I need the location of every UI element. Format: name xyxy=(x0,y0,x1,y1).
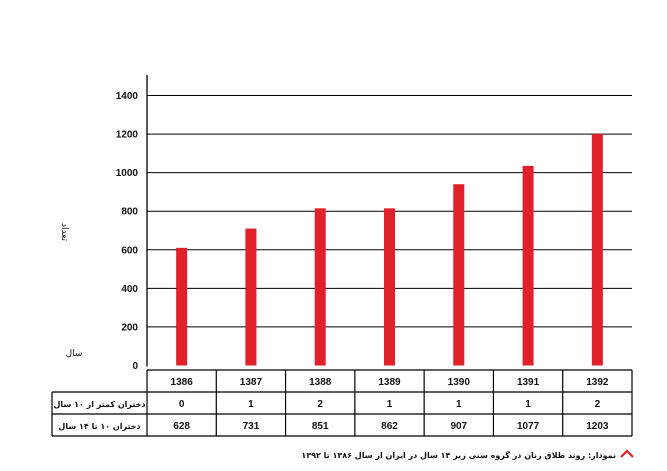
table-cell: 2 xyxy=(317,399,323,410)
bar xyxy=(522,165,534,366)
table-cell: 1077 xyxy=(517,421,540,432)
table-cell: 1 xyxy=(525,399,531,410)
bar xyxy=(453,184,465,366)
x-tick-label: 1392 xyxy=(586,377,609,388)
table-cell: 907 xyxy=(450,421,467,432)
y-tick-label: 1200 xyxy=(116,130,139,141)
bar xyxy=(245,228,257,366)
y-axis-label: تعداد xyxy=(59,223,69,242)
y-tick-label: 0 xyxy=(132,361,138,372)
bar xyxy=(314,208,326,366)
x-tick-label: 1386 xyxy=(171,377,194,388)
y-tick-label: 800 xyxy=(121,207,138,218)
bar xyxy=(176,247,188,366)
caption-marker-icon xyxy=(620,449,634,458)
x-tick-label: 1387 xyxy=(240,377,263,388)
x-tick-label: 1389 xyxy=(378,377,401,388)
table-cell: 862 xyxy=(381,421,398,432)
bar xyxy=(384,208,395,366)
y-tick-label: 600 xyxy=(121,245,138,256)
y-tick-label: 1400 xyxy=(116,91,139,102)
y-tick-labels: 0 200 400 600 800 1000 1200 1400 xyxy=(116,91,139,372)
y-tick-label: 1000 xyxy=(116,168,139,179)
bar xyxy=(591,134,603,366)
table-cell: 1 xyxy=(456,399,462,410)
table-cell: 628 xyxy=(173,421,190,432)
table-row-label: دختران کمتر از ۱۰ سال xyxy=(53,400,145,409)
x-tick-label: 1388 xyxy=(309,377,332,388)
table-cell: 2 xyxy=(595,399,601,410)
table-cell: 1203 xyxy=(586,421,609,432)
bars xyxy=(176,134,603,366)
x-axis-label: سال xyxy=(66,349,83,359)
y-tick-label: 400 xyxy=(121,284,138,295)
caption-text: نمودار: روند طلاق زنان در گروه سنی زیر ۱… xyxy=(301,450,616,460)
y-tick-label: 200 xyxy=(121,322,138,333)
data-table: 1386 1387 1388 1389 1390 1391 1392 دختران کمتر … xyxy=(51,369,633,437)
x-tick-label: 1391 xyxy=(517,377,540,388)
table-row-label: دختران ۱۰ تا ۱۴ سال xyxy=(58,422,140,431)
caption: نمودار: روند طلاق زنان در گروه سنی زیر ۱… xyxy=(301,449,634,460)
table-cell: 731 xyxy=(243,421,260,432)
table-cell: 851 xyxy=(312,421,329,432)
x-tick-label: 1390 xyxy=(448,377,471,388)
table-cell: 1 xyxy=(248,399,254,410)
table-cell: 1 xyxy=(387,399,393,410)
table-cell: 0 xyxy=(179,399,185,410)
